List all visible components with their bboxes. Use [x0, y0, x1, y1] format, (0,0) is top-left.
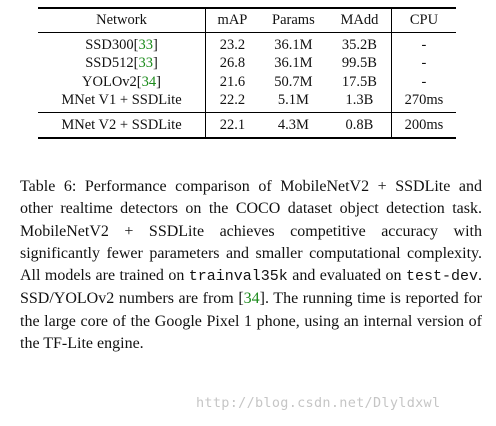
results-table: Network mAP Params MAdd CPU SSD300[33] 2… — [38, 7, 456, 139]
citation-link[interactable]: 34 — [243, 290, 260, 308]
results-table-container: Network mAP Params MAdd CPU SSD300[33] 2… — [38, 7, 456, 139]
cell-network: MNet V1 + SSDLite — [61, 92, 182, 108]
header-map: mAP — [205, 8, 259, 32]
caption-code-testdev: test-dev — [405, 268, 478, 286]
citation-link[interactable]: 33 — [138, 36, 153, 53]
cell-map: 26.8 — [205, 54, 259, 73]
cell-map: 23.2 — [205, 32, 259, 54]
network-name: SSD300 — [85, 36, 134, 53]
caption-text: ]. The running time is reported for the … — [20, 290, 482, 353]
cell-network: YOLOv2[34] — [82, 73, 161, 90]
citation-link[interactable]: 33 — [138, 55, 153, 71]
table-row: SSD512[33] 26.8 36.1M 99.5B - — [38, 54, 456, 73]
header-network: Network — [96, 12, 147, 28]
cell-madd: 0.8B — [345, 116, 374, 133]
table-row-highlight: MNet V2 + SSDLite 22.1 4.3M 0.8B 200ms — [38, 112, 456, 138]
cell-network: MNet V2 + SSDLite — [61, 116, 182, 133]
network-name: SSD512 — [85, 55, 134, 71]
table-row: YOLOv2[34] 21.6 50.7M 17.5B - — [38, 72, 456, 91]
cell-params: 50.7M — [274, 73, 313, 90]
cell-cpu: - — [390, 54, 456, 73]
cell-params: 36.1M — [274, 55, 313, 71]
table-caption: Table 6: Performance comparison of Mobil… — [20, 176, 482, 355]
cell-madd: 17.5B — [341, 73, 377, 90]
cell-madd: 99.5B — [341, 55, 377, 71]
cell-map: 22.1 — [205, 112, 259, 138]
cell-map: 21.6 — [205, 72, 259, 91]
cell-map: 22.2 — [205, 91, 259, 112]
cell-cpu: - — [390, 72, 456, 91]
header-madd: MAdd — [340, 12, 379, 28]
cell-network: SSD512[33] — [85, 55, 158, 71]
caption-text: Table 6: Performance comparison of Mobil… — [20, 178, 482, 285]
header-cpu: CPU — [390, 8, 456, 32]
network-name: YOLOv2 — [82, 73, 137, 90]
cell-cpu: 200ms — [390, 112, 456, 138]
cell-network: SSD300[33] — [85, 36, 158, 53]
cell-params: 5.1M — [277, 92, 309, 108]
cell-madd: 35.2B — [341, 36, 377, 53]
caption-code-trainval: trainval35k — [188, 268, 288, 286]
table-row: SSD300[33] 23.2 36.1M 35.2B - — [38, 32, 456, 54]
table-row: MNet V1 + SSDLite 22.2 5.1M 1.3B 270ms — [38, 91, 456, 112]
table-header-row: Network mAP Params MAdd CPU — [38, 8, 456, 32]
caption-text: . SSD/YOLOv2 numbers are from [ — [20, 267, 482, 308]
cell-params: 36.1M — [274, 36, 313, 53]
cell-params: 4.3M — [277, 116, 309, 133]
cell-cpu: - — [390, 32, 456, 54]
header-params: Params — [272, 12, 315, 28]
citation-link[interactable]: 34 — [141, 73, 157, 90]
caption-text: and evaluated on — [287, 267, 406, 285]
cell-cpu: 270ms — [390, 91, 456, 112]
watermark-text: http://blog.csdn.net/Dlyldxwl — [196, 395, 441, 411]
cell-madd: 1.3B — [345, 92, 374, 108]
